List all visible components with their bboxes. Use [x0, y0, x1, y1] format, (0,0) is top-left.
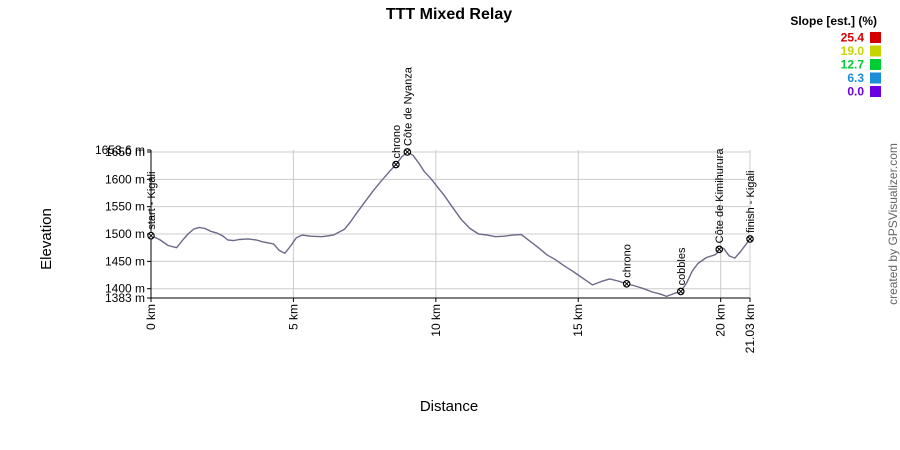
y-tick-label: 1500 m — [105, 227, 145, 241]
waypoint: chrono — [391, 125, 403, 169]
x-tick-label: 15 km — [571, 304, 585, 337]
waypoint-label: Côte de Nyanza — [402, 66, 414, 146]
legend-value: 19.0 — [841, 44, 865, 58]
slope-legend: Slope [est.] (%) 25.419.012.76.30.0 — [790, 14, 881, 99]
y-tick-label: 1550 m — [105, 200, 145, 214]
waypoint-label: Côte de Kimihurura — [714, 148, 726, 244]
legend-swatch — [870, 59, 881, 70]
waypoint: cobbles — [676, 247, 688, 296]
y-tick-label: 1383 m — [105, 291, 145, 305]
waypoint-marker-cross — [148, 232, 154, 239]
waypoint: start - Kigali — [146, 172, 158, 240]
legend-value: 6.3 — [847, 71, 864, 85]
legend-title: Slope [est.] (%) — [790, 14, 877, 28]
elevation-series — [150, 151, 751, 298]
legend-value: 0.0 — [847, 85, 864, 99]
y-tick-label: 1653.6 m — [95, 143, 145, 157]
waypoint-label: start - Kigali — [146, 172, 158, 230]
x-tick-label: 21.03 km — [743, 304, 757, 353]
waypoint-label: cobbles — [676, 247, 688, 285]
waypoint: Côte de Kimihurura — [714, 148, 726, 254]
y-tick-label: 1600 m — [105, 172, 145, 186]
y-tick-label: 1450 m — [105, 254, 145, 268]
legend-swatch — [870, 86, 881, 97]
legend-value: 25.4 — [841, 31, 865, 45]
waypoint-marker-cross — [678, 288, 684, 295]
y-axis-title: Elevation — [38, 208, 55, 270]
x-axis-title: Distance — [420, 398, 478, 415]
x-tick-label: 20 km — [714, 304, 728, 337]
waypoint: finish - Kigali — [745, 171, 757, 243]
waypoint-marker-cross — [393, 161, 399, 168]
legend-value: 12.7 — [841, 58, 865, 72]
legend-swatch — [870, 45, 881, 57]
y-tick-label: 1400 m — [105, 282, 145, 296]
credit-text: created by GPSVisualizer.com — [886, 143, 900, 305]
elevation-line — [150, 151, 751, 298]
x-tick-label: 0 km — [144, 304, 158, 330]
waypoint: chrono — [622, 244, 634, 288]
grid — [150, 150, 751, 298]
waypoint-label: finish - Kigali — [745, 171, 757, 233]
waypoint-marker-cross — [404, 149, 411, 155]
chart-title: TTT Mixed Relay — [386, 6, 512, 23]
legend-swatch — [870, 32, 881, 43]
waypoint-marker-cross — [624, 281, 630, 287]
waypoint-marker-cross — [747, 236, 753, 242]
legend-swatch — [870, 72, 881, 84]
plot-frame — [150, 150, 750, 299]
x-axis-ticks: 0 km 5 km 10 km 15 km 20 km 21.03 km — [144, 298, 757, 353]
x-tick-label: 10 km — [429, 304, 443, 337]
waypoint-label: chrono — [391, 125, 403, 159]
waypoint: Côte de Nyanza — [402, 66, 414, 156]
waypoint-label: chrono — [622, 244, 634, 278]
x-tick-label: 5 km — [286, 304, 300, 330]
waypoint-marker-cross — [716, 246, 722, 252]
y-tick-label: 1650 m — [105, 145, 145, 159]
